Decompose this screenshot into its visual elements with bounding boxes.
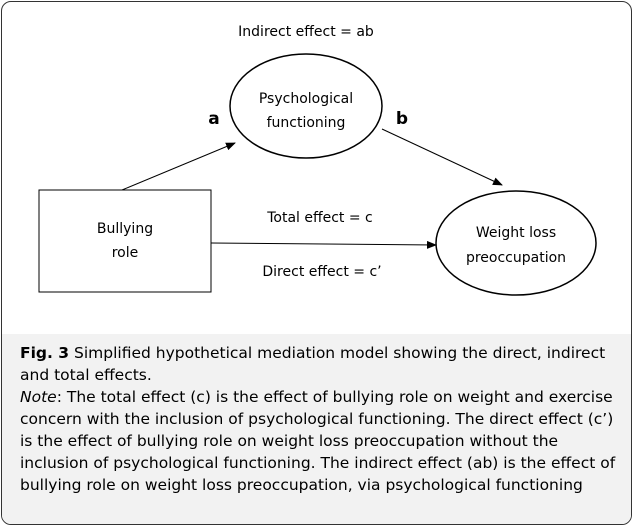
indirect-label: Indirect effect = ab: [238, 24, 374, 40]
node: [38, 189, 212, 293]
diagram: Indirect effect = ab Psychological funct…: [38, 24, 597, 296]
node-label: Bullying: [97, 221, 153, 237]
node-label: Weight loss: [476, 225, 556, 241]
caption-text: Simplified hypothetical mediation model …: [20, 344, 606, 384]
node-label: functioning: [267, 115, 346, 131]
arrow: [381, 128, 503, 186]
node: [435, 190, 597, 296]
node: [229, 53, 383, 159]
arrow: [121, 142, 236, 191]
fig-label: Fig. 3: [20, 344, 70, 362]
arrow: [210, 240, 437, 249]
node-label: role: [112, 245, 139, 261]
direct-label: Direct effect = c’: [262, 264, 381, 280]
note-text: : The total effect (c) is the effect of …: [20, 388, 616, 494]
node-label: Psychological: [259, 91, 353, 107]
caption-title: Fig. 3 Simplified hypothetical mediation…: [20, 342, 621, 386]
caption-note: Note: The total effect (c) is the effect…: [20, 386, 621, 496]
caption: Fig. 3 Simplified hypothetical mediation…: [2, 334, 631, 524]
edge-label: a: [208, 109, 219, 129]
total-label: Total effect = c: [266, 210, 373, 226]
edge-label: b: [396, 109, 408, 129]
node-label: preoccupation: [466, 250, 566, 266]
note-label: Note: [20, 388, 57, 406]
